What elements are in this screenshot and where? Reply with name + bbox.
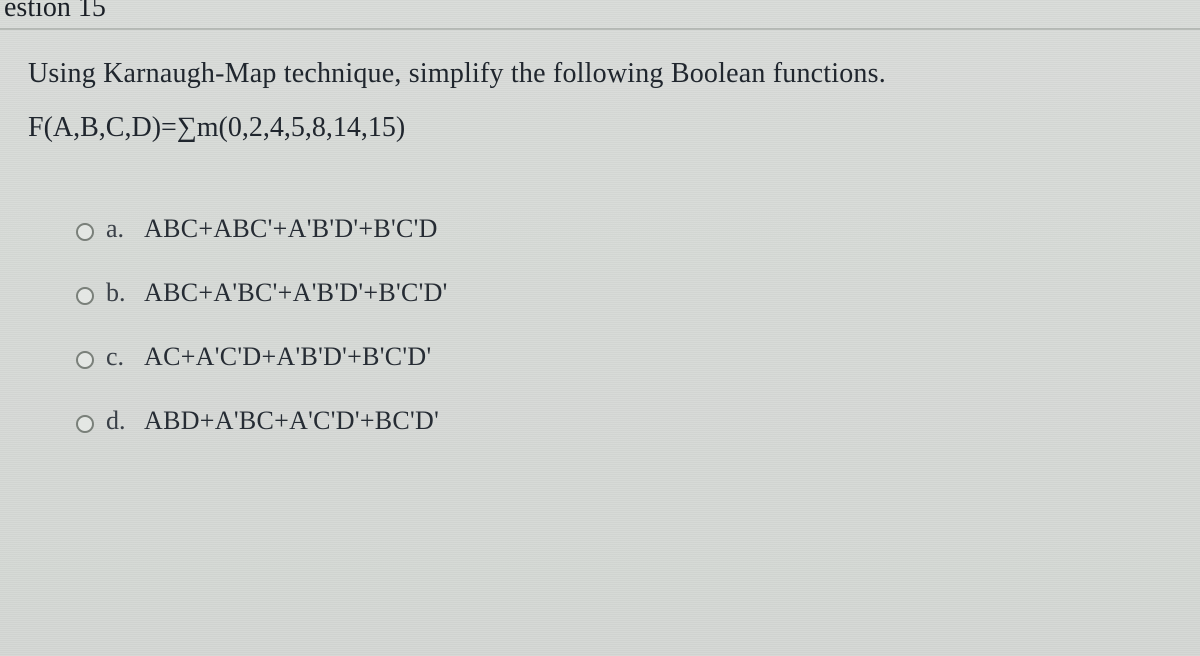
radio-icon[interactable] — [76, 223, 94, 241]
option-d[interactable]: d. ABD+A'BC+A'C'D'+BC'D' — [76, 406, 1172, 436]
question-number-header: estion 15 — [0, 0, 106, 24]
option-a[interactable]: a. ABC+ABC'+A'B'D'+B'C'D — [76, 214, 1172, 244]
option-text: AC+A'C'D+A'B'D'+B'C'D' — [144, 342, 431, 372]
option-text: ABC+ABC'+A'B'D'+B'C'D — [144, 214, 438, 244]
question-content: Using Karnaugh-Map technique, simplify t… — [28, 58, 1172, 470]
radio-icon[interactable] — [76, 415, 94, 433]
option-label: a. — [106, 214, 132, 244]
option-text: ABC+A'BC'+A'B'D'+B'C'D' — [144, 278, 448, 308]
function-expression: F(A,B,C,D)=∑m(0,2,4,5,8,14,15) — [28, 112, 1172, 144]
options-group: a. ABC+ABC'+A'B'D'+B'C'D b. ABC+A'BC'+A'… — [28, 214, 1172, 436]
option-label: c. — [106, 342, 132, 372]
header-divider — [0, 28, 1200, 30]
option-label: d. — [106, 406, 132, 436]
radio-icon[interactable] — [76, 351, 94, 369]
radio-icon[interactable] — [76, 287, 94, 305]
option-c[interactable]: c. AC+A'C'D+A'B'D'+B'C'D' — [76, 342, 1172, 372]
option-label: b. — [106, 278, 132, 308]
option-text: ABD+A'BC+A'C'D'+BC'D' — [144, 406, 439, 436]
option-b[interactable]: b. ABC+A'BC'+A'B'D'+B'C'D' — [76, 278, 1172, 308]
question-prompt: Using Karnaugh-Map technique, simplify t… — [28, 58, 1172, 90]
